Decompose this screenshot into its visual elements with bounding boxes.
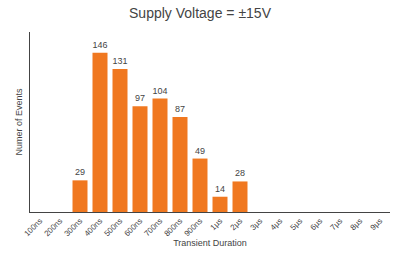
svg-text:131: 131 [113, 56, 128, 66]
svg-text:104: 104 [153, 86, 168, 96]
svg-text:2μs: 2μs [229, 216, 245, 232]
svg-text:28: 28 [235, 168, 245, 178]
svg-text:400ns: 400ns [82, 216, 104, 238]
svg-text:29: 29 [75, 167, 85, 177]
svg-text:14: 14 [215, 184, 225, 194]
svg-text:146: 146 [93, 40, 108, 50]
svg-text:500ns: 500ns [102, 216, 124, 238]
svg-text:700ns: 700ns [142, 216, 164, 238]
svg-text:800ns: 800ns [162, 216, 184, 238]
svg-text:6μs: 6μs [309, 216, 325, 232]
svg-text:300ns: 300ns [62, 216, 84, 238]
svg-text:600ns: 600ns [122, 216, 144, 238]
svg-text:8μs: 8μs [349, 216, 365, 232]
svg-text:1μs: 1μs [209, 216, 225, 232]
svg-text:87: 87 [175, 104, 185, 114]
svg-text:900ns: 900ns [182, 216, 204, 238]
svg-text:3μs: 3μs [249, 216, 265, 232]
svg-text:100ns: 100ns [22, 216, 44, 238]
svg-text:Transient Duration: Transient Duration [173, 238, 247, 248]
svg-text:200ns: 200ns [42, 216, 64, 238]
svg-text:9μs: 9μs [369, 216, 385, 232]
svg-text:Numer of Events: Numer of Events [14, 88, 24, 156]
svg-text:Supply Voltage = ±15V: Supply Voltage = ±15V [129, 5, 272, 21]
svg-text:4μs: 4μs [269, 216, 285, 232]
svg-text:97: 97 [135, 93, 145, 103]
svg-text:5μs: 5μs [289, 216, 305, 232]
svg-text:49: 49 [195, 146, 205, 156]
svg-text:7μs: 7μs [329, 216, 345, 232]
